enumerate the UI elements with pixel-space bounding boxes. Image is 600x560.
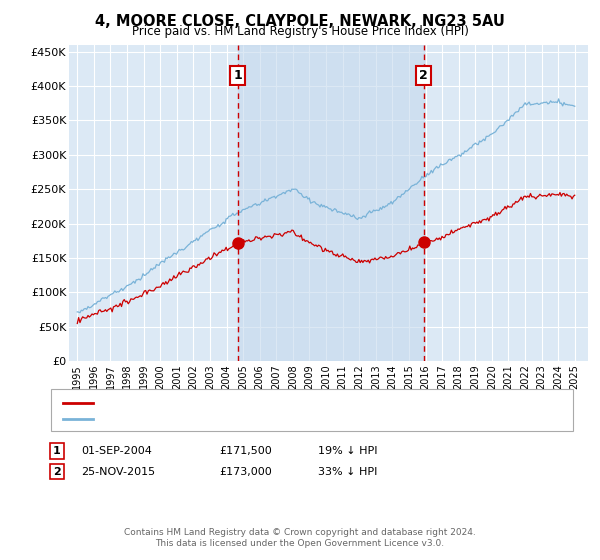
Text: HPI: Average price, detached house, South Kesteven: HPI: Average price, detached house, Sout… xyxy=(99,414,373,424)
Text: 33% ↓ HPI: 33% ↓ HPI xyxy=(318,466,377,477)
Text: 25-NOV-2015: 25-NOV-2015 xyxy=(81,466,155,477)
Text: 4, MOORE CLOSE, CLAYPOLE, NEWARK, NG23 5AU: 4, MOORE CLOSE, CLAYPOLE, NEWARK, NG23 5… xyxy=(95,14,505,29)
Text: 4, MOORE CLOSE, CLAYPOLE, NEWARK, NG23 5AU (detached house): 4, MOORE CLOSE, CLAYPOLE, NEWARK, NG23 5… xyxy=(99,398,455,408)
Text: 1: 1 xyxy=(53,446,61,456)
Text: 1: 1 xyxy=(233,69,242,82)
Bar xyxy=(238,45,424,361)
Text: 19% ↓ HPI: 19% ↓ HPI xyxy=(318,446,377,456)
Text: 2: 2 xyxy=(419,69,428,82)
Text: £173,000: £173,000 xyxy=(219,466,272,477)
Text: £171,500: £171,500 xyxy=(219,446,272,456)
Text: 2: 2 xyxy=(53,466,61,477)
Text: Price paid vs. HM Land Registry's House Price Index (HPI): Price paid vs. HM Land Registry's House … xyxy=(131,25,469,38)
Text: 01-SEP-2004: 01-SEP-2004 xyxy=(81,446,152,456)
Text: Contains HM Land Registry data © Crown copyright and database right 2024.
This d: Contains HM Land Registry data © Crown c… xyxy=(124,528,476,548)
